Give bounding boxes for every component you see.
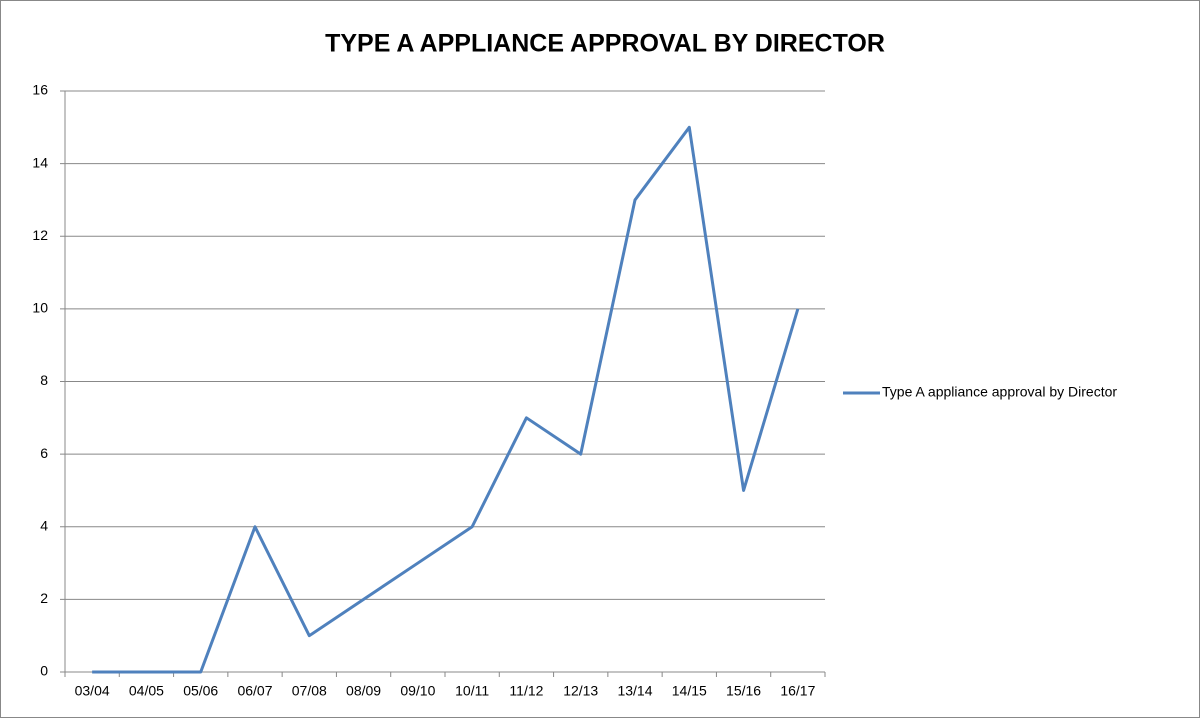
- legend-label: Type A appliance approval by Director: [882, 384, 1117, 400]
- x-tick-label: 05/06: [183, 683, 218, 699]
- x-tick-label: 13/14: [617, 683, 652, 699]
- x-tick-label: 09/10: [400, 683, 435, 699]
- y-tick-label: 4: [40, 517, 48, 533]
- x-tick-label: 03/04: [75, 683, 110, 699]
- x-tick-label: 16/17: [780, 683, 815, 699]
- y-tick-label: 8: [40, 372, 48, 388]
- x-tick-label: 08/09: [346, 683, 381, 699]
- y-tick-label: 14: [32, 154, 48, 170]
- y-tick-label: 12: [32, 227, 48, 243]
- x-tick-label: 11/12: [509, 683, 543, 699]
- x-tick-label: 15/16: [726, 683, 761, 699]
- y-tick-label: 10: [32, 300, 48, 316]
- series-line: [92, 125, 800, 674]
- x-tick-label: 04/05: [129, 683, 164, 699]
- y-tick-label: 0: [40, 663, 48, 679]
- x-tick-label: 14/15: [672, 683, 707, 699]
- y-tick-label: 2: [40, 590, 48, 606]
- x-tick-label: 06/07: [237, 683, 272, 699]
- y-tick-label: 16: [32, 82, 48, 98]
- x-tick-label: 12/13: [563, 683, 598, 699]
- chart-title: TYPE A APPLIANCE APPROVAL BY DIRECTOR: [325, 30, 885, 58]
- y-tick-label: 6: [40, 445, 48, 461]
- x-tick-label: 10/11: [455, 683, 489, 699]
- x-tick-label: 07/08: [292, 683, 327, 699]
